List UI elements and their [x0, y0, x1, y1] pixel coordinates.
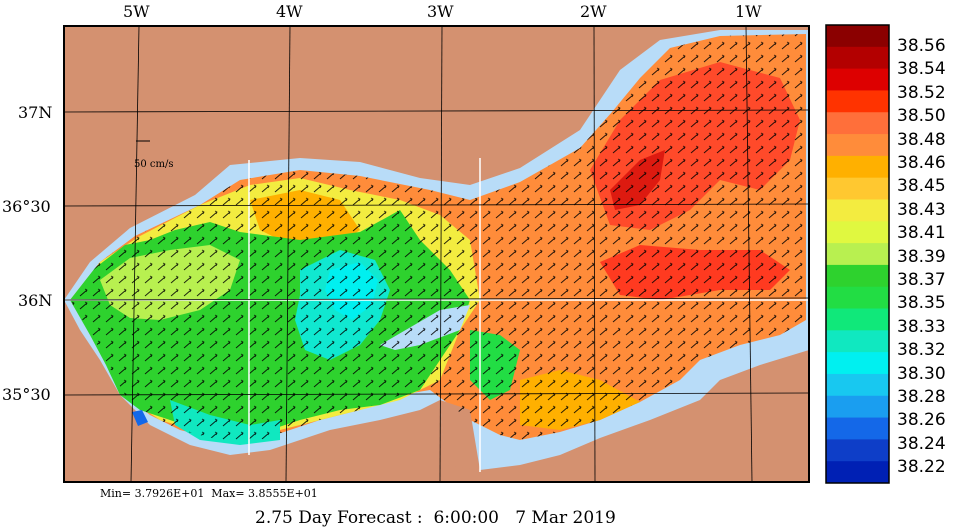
lat-label-3630: 36°30	[2, 197, 51, 216]
lat-label-36n: 36N	[18, 291, 52, 310]
lon-label-5w: 5W	[123, 2, 150, 21]
legend-value-label: 38.37	[897, 270, 946, 290]
map-frame	[63, 25, 810, 483]
min-max-text: Min= 3.7926E+01 Max= 3.8555E+01	[100, 487, 318, 500]
legend-value-label: 38.41	[897, 223, 946, 244]
legend-value-label: 38.45	[897, 176, 946, 197]
colorbar-swatch	[826, 352, 889, 375]
legend-value-label: 38.50	[897, 106, 946, 127]
lat-label-37n: 37N	[18, 103, 52, 122]
lon-label-1w: 1W	[735, 2, 762, 21]
colorbar-swatch	[826, 308, 889, 331]
colorbar-swatch	[826, 264, 889, 288]
forecast-caption: 2.75 Day Forecast : 6:00:00 7 Mar 2019	[255, 508, 616, 528]
colorbar-swatch	[826, 177, 889, 200]
lon-label-2w: 2W	[580, 2, 607, 21]
colorbar-swatch	[826, 395, 889, 419]
colorbar-swatch	[826, 25, 889, 48]
colorbar-swatch	[826, 330, 889, 353]
legend-value-label: 38.28	[897, 387, 946, 407]
legend-value-label: 38.46	[897, 153, 946, 173]
current-vectors	[70, 34, 806, 440]
legend-value-label: 38.54	[897, 59, 946, 80]
colorbar-swatch	[826, 221, 889, 244]
scale-label: 50 cm/s	[134, 159, 174, 170]
legend-value-label: 38.56	[897, 36, 946, 56]
legend-value-label: 38.52	[897, 82, 946, 103]
colorbar-swatch	[826, 46, 889, 70]
colorbar-swatch	[826, 90, 889, 113]
lon-label-3w: 3W	[427, 2, 454, 21]
sea-blue-spot	[132, 410, 148, 426]
legend-value-label: 38.22	[897, 457, 946, 478]
colorbar	[826, 25, 889, 484]
legend-value-label: 38.43	[897, 199, 946, 220]
legend-value-label: 38.32	[897, 340, 946, 361]
colorbar-swatch	[826, 134, 889, 157]
legend-value-label: 38.33	[897, 316, 946, 337]
colorbar-swatch	[826, 243, 889, 266]
colorbar-frame	[825, 24, 890, 484]
legend-value-label: 38.30	[897, 363, 946, 384]
lat-label-3530: 35°30	[2, 385, 51, 404]
legend-value-label: 38.48	[897, 129, 946, 150]
legend-value-label: 38.26	[897, 410, 946, 431]
colorbar-swatch	[826, 439, 889, 462]
colorbar-swatch	[826, 155, 889, 179]
colorbar-swatch	[826, 461, 889, 484]
graticule	[63, 25, 810, 483]
legend-value-label: 38.39	[897, 246, 946, 267]
lon-label-4w: 4W	[276, 2, 303, 21]
colorbar-swatch	[826, 373, 889, 397]
colorbar-swatch	[826, 112, 889, 135]
legend-value-label: 38.35	[897, 293, 946, 314]
colorbar-swatch	[826, 286, 889, 310]
colorbar-swatch	[826, 68, 889, 91]
legend-value-label: 38.24	[897, 433, 946, 454]
colorbar-swatch	[826, 199, 889, 222]
colorbar-swatch	[826, 417, 889, 440]
